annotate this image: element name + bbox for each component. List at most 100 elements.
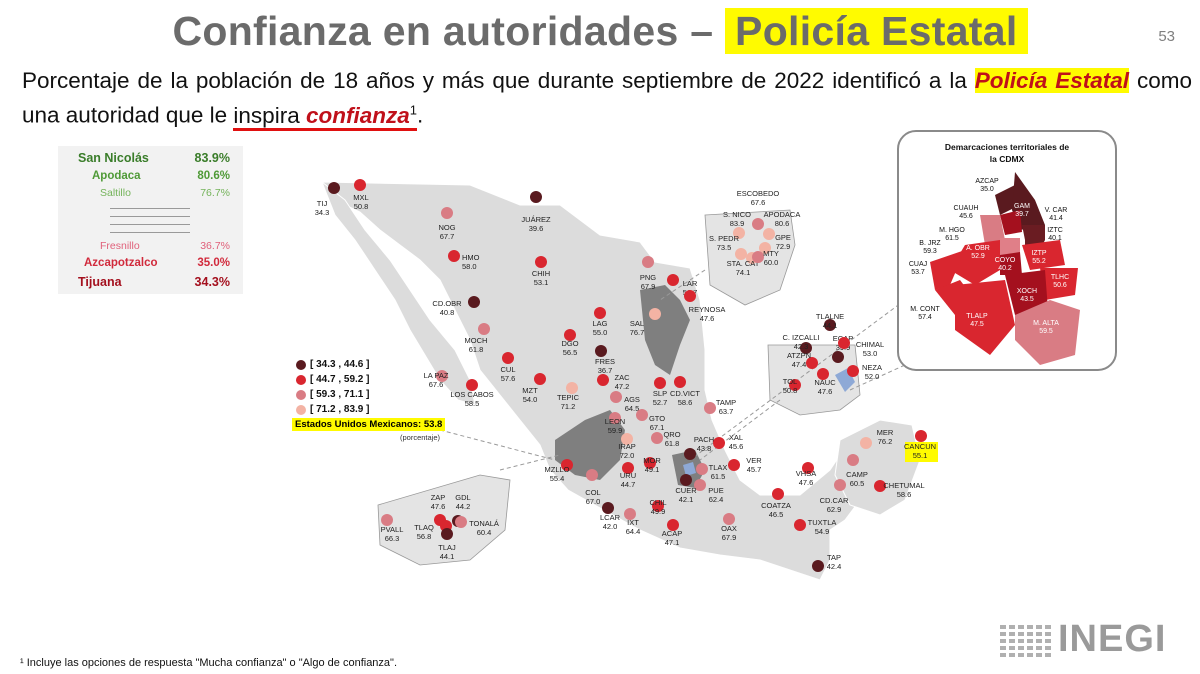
logo-dot xyxy=(1018,646,1024,650)
subtitle-underlined: inspira confianza1 xyxy=(233,102,417,131)
logo-dot xyxy=(1000,639,1006,643)
city-label-mer: MER xyxy=(877,428,894,437)
city-label-pvall: PVALL xyxy=(381,525,404,534)
city-label-ags: AGS xyxy=(624,395,640,404)
city-value-uru: 44.7 xyxy=(621,480,636,489)
map-landmass xyxy=(321,181,921,581)
city-label-cuer: CUER xyxy=(675,486,697,495)
city-label-nauc: NAUC xyxy=(814,378,836,387)
cdmx-label-iztp: IZTP xyxy=(1031,250,1046,257)
city-value-mor: 49.1 xyxy=(645,465,660,474)
cdmx-area-tlhc xyxy=(1040,268,1078,300)
cdmx-map xyxy=(930,172,1080,365)
city-value-cd-car: 62.9 xyxy=(827,505,842,514)
city-label-sal: SAL xyxy=(630,319,644,328)
city-value-atzpn: 47.4 xyxy=(792,360,807,369)
logo-dot xyxy=(1000,625,1006,629)
city-marker-tap xyxy=(812,560,824,572)
city-marker-uru xyxy=(622,462,634,474)
city-label-slp: SLP xyxy=(653,389,667,398)
city-marker-zac xyxy=(597,374,609,386)
cdmx-area-xoch xyxy=(1005,270,1048,315)
city-label-s-nico: S. NICO xyxy=(723,210,751,219)
city-value-neza: 52.0 xyxy=(865,372,880,381)
city-label-acap: ACAP xyxy=(662,529,682,538)
inset-connector xyxy=(659,269,706,301)
city-marker-tuxtla xyxy=(794,519,806,531)
city-label-lcar: LCAR xyxy=(600,513,621,522)
legend-swatch xyxy=(296,374,306,385)
city-label-cancun: CANCUN xyxy=(904,442,936,451)
city-value-tap: 42.4 xyxy=(827,562,842,571)
city-value-sta-cat: 74.1 xyxy=(736,268,751,277)
city-label-escobedo: ESCOBEDO xyxy=(737,189,780,198)
subtitle-part-1: Porcentaje de la población de 18 años y … xyxy=(22,68,975,93)
city-value-gto: 67.1 xyxy=(650,423,665,432)
cdmx-area-malta xyxy=(1015,300,1080,365)
city-label-uru: URU xyxy=(620,471,636,480)
logo-dot xyxy=(1009,653,1015,657)
cdmx-area-cuauh xyxy=(1000,210,1022,235)
cdmx-label-cuaj: CUAJ xyxy=(909,261,927,268)
city-label-gdl: GDL xyxy=(455,493,470,502)
logo-dot xyxy=(1000,632,1006,636)
city-marker-tol xyxy=(789,379,801,391)
cdmx-title: la CDMX xyxy=(990,154,1025,164)
city-value-mer: 76.2 xyxy=(878,437,893,446)
city-value-vhsa: 47.6 xyxy=(799,478,814,487)
city-value-mxl: 50.8 xyxy=(354,202,369,211)
separator-line xyxy=(110,208,190,209)
cdmx-value-xoch: 43.5 xyxy=(1020,296,1034,303)
city-marker-pue xyxy=(694,479,706,491)
city-value-nauc: 47.6 xyxy=(818,387,833,396)
city-value-irap: 72.0 xyxy=(620,451,635,460)
city-label-camp: CAMP xyxy=(846,470,868,479)
inegi-logo: INEGI xyxy=(1058,618,1167,660)
city-value-la-paz: 67.6 xyxy=(429,380,444,389)
city-label-pue: PUE xyxy=(708,486,723,495)
city-value-slp: 52.7 xyxy=(653,398,668,407)
logo-dot xyxy=(1027,639,1033,643)
logo-dot xyxy=(1045,625,1051,629)
ranking-name: Apodaca xyxy=(92,170,141,182)
logo-dot xyxy=(1018,625,1024,629)
city-label-tlalne: TLALNE xyxy=(816,312,844,321)
city-value-chil: 49.9 xyxy=(651,507,666,516)
city-marker-nog xyxy=(441,207,453,219)
cdmx-label-m-alta: M. ALTA xyxy=(1033,320,1059,327)
logo-dot xyxy=(1045,632,1051,636)
city-value-cul: 57.6 xyxy=(501,374,516,383)
subtitle-inspira: inspira xyxy=(233,102,306,128)
city-value-lag: 55.0 xyxy=(593,328,608,337)
map-legend: [ 34.3 , 44.6 ] [ 44.7 , 59.2 ] [ 59.3 ,… xyxy=(296,357,369,417)
city-marker-ver xyxy=(728,459,740,471)
map-state-tlaxcala xyxy=(683,462,696,476)
cdmx-value-v-car: 41.4 xyxy=(1049,215,1063,222)
subtitle-confianza: confianza xyxy=(305,102,410,128)
city-marker-ju-rez xyxy=(530,191,542,203)
city-marker-escobedo xyxy=(752,218,764,230)
ranking-name: Saltillo xyxy=(100,187,131,199)
logo-dot xyxy=(1009,639,1015,643)
city-marker-tij xyxy=(328,182,340,194)
city-marker-chil xyxy=(652,500,664,512)
city-marker-los-cabos xyxy=(466,379,478,391)
cdmx-value-cuaj: 53.7 xyxy=(911,269,925,276)
page-title: Confianza en autoridades – Policía Estat… xyxy=(0,8,1200,55)
city-label-cd-car: CD.CAR xyxy=(820,496,849,505)
city-label-chetumal: CHETUMAL xyxy=(883,481,924,490)
city-label-leon: LEON xyxy=(605,417,625,426)
city-value-nog: 67.7 xyxy=(440,232,455,241)
city-value-tlaq: 56.8 xyxy=(417,532,432,541)
city-value-s-nico: 83.9 xyxy=(730,219,745,228)
city-marker-sal xyxy=(649,308,661,320)
cdmx-area-cuaj xyxy=(930,250,965,290)
city-value-lcar: 42.0 xyxy=(603,522,618,531)
city-value-qro: 61.8 xyxy=(665,439,680,448)
city-value-col: 67.0 xyxy=(586,497,601,506)
city-label-sta-cat: STA. CAT xyxy=(727,259,760,268)
title-main: Confianza en autoridades – xyxy=(172,8,714,54)
cdmx-value-m-cont: 57.4 xyxy=(918,314,932,321)
city-label-tap: TAP xyxy=(827,553,841,562)
city-value-chih: 53.1 xyxy=(534,278,549,287)
